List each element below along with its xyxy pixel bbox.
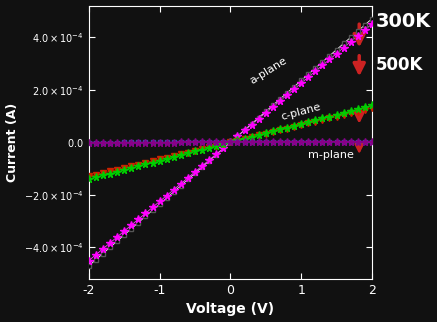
Y-axis label: Current (A): Current (A) — [6, 103, 18, 182]
Text: c-plane: c-plane — [280, 102, 322, 122]
Text: 300K: 300K — [375, 12, 431, 31]
Text: 500K: 500K — [375, 55, 423, 73]
Text: a-plane: a-plane — [248, 56, 289, 86]
Text: m-plane: m-plane — [308, 150, 354, 160]
X-axis label: Voltage (V): Voltage (V) — [186, 302, 274, 317]
